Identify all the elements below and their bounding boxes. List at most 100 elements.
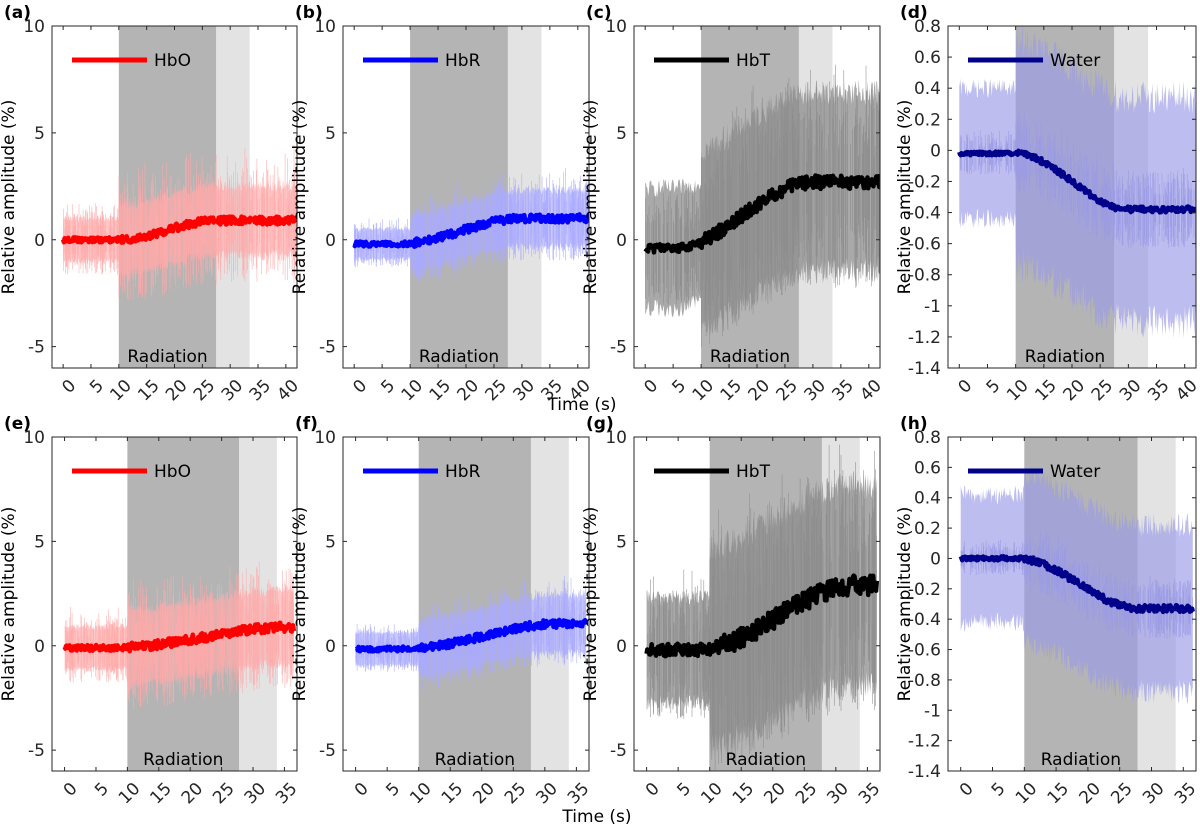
x-tick-label: 30: [823, 779, 852, 808]
panel-label: (c): [586, 3, 612, 23]
x-tick-label: 5: [673, 779, 695, 801]
series-line-water: [957, 148, 1196, 215]
x-tick-label: 0: [60, 779, 82, 801]
x-tick-label: 10: [406, 779, 435, 808]
y-tick-label: -5: [610, 338, 627, 358]
x-tick-label: 25: [190, 376, 219, 405]
series-line-hbt: [644, 573, 880, 659]
x-tick-label: 0: [351, 779, 373, 801]
plot-area: [644, 437, 880, 771]
radiation-label: Radiation: [143, 750, 223, 770]
y-axis-label: Relative amplitude (%): [0, 100, 19, 295]
y-tick-label: 0.6: [914, 458, 941, 478]
legend-label: Water: [1050, 51, 1100, 71]
radiation-label: Radiation: [726, 750, 806, 770]
x-tick-label: 25: [1088, 376, 1117, 405]
series-line-hbr: [354, 617, 589, 654]
series-line-hbt: [643, 173, 880, 255]
y-tick-label: 0.6: [914, 48, 941, 68]
radiation-label: Radiation: [1041, 750, 1121, 770]
x-tick-label: 40: [856, 376, 885, 405]
x-tick-label: 20: [760, 779, 789, 808]
x-tick-label: 5: [988, 779, 1010, 801]
plot-area: [643, 26, 880, 368]
y-tick-label: 0.2: [914, 519, 941, 539]
y-tick-label: -5: [28, 741, 45, 761]
plot-area: [957, 26, 1196, 368]
x-tick-label: 15: [438, 779, 467, 808]
y-tick-label: 5: [325, 124, 336, 144]
x-tick-label: 25: [792, 779, 821, 808]
x-tick-label: 0: [642, 779, 664, 801]
x-tick-label: 20: [1060, 376, 1089, 405]
y-tick-label: -1.4: [908, 359, 941, 379]
x-tick-label: 25: [501, 779, 530, 808]
radiation-label: Radiation: [1025, 347, 1105, 367]
legend-label: HbR: [445, 462, 481, 482]
y-tick-label: -0.6: [908, 641, 941, 661]
axes-box: [947, 436, 1197, 772]
y-axis-label: Relative amplitude (%): [290, 100, 310, 295]
y-tick-label: 0: [325, 637, 336, 657]
y-tick-label: -1: [924, 297, 941, 317]
panel-label: (d): [900, 3, 928, 23]
y-tick-label: 5: [616, 532, 627, 552]
legend-label: HbO: [154, 51, 191, 71]
x-tick-label: 30: [800, 376, 829, 405]
y-tick-label: 0.8: [914, 17, 941, 37]
y-axis-label: Relative amplitude (%): [581, 100, 601, 295]
radiation-label: Radiation: [435, 750, 515, 770]
x-tick-label: 20: [162, 376, 191, 405]
y-axis-label: Relative amplitude (%): [895, 100, 915, 295]
panel-label: (f): [295, 414, 318, 434]
x-tick-label: 25: [773, 376, 802, 405]
y-tick-label: 5: [616, 124, 627, 144]
x-axis-label-bottom: Time (s): [561, 807, 631, 827]
x-tick-label: 20: [178, 779, 207, 808]
y-tick-label: 0: [34, 637, 45, 657]
x-tick-label: 25: [1107, 779, 1136, 808]
x-tick-label: 5: [377, 376, 399, 398]
plot-area: [60, 26, 297, 368]
y-axis-label: Relative amplitude (%): [290, 507, 310, 702]
y-tick-label: 10: [314, 17, 336, 37]
y-axis-label: Relative amplitude (%): [895, 507, 915, 702]
y-tick-label: -0.8: [908, 671, 941, 691]
panel-label: (g): [586, 414, 614, 434]
x-tick-label: 40: [273, 376, 302, 405]
y-tick-label: 5: [34, 532, 45, 552]
radiation-label: Radiation: [127, 347, 207, 367]
x-tick-label: 10: [115, 779, 144, 808]
y-tick-label: -0.6: [908, 235, 941, 255]
y-tick-label: 0: [325, 231, 336, 251]
y-tick-label: -5: [28, 338, 45, 358]
x-tick-label: 20: [745, 376, 774, 405]
x-tick-label: 30: [509, 376, 538, 405]
x-tick-label: 30: [218, 376, 247, 405]
panel-label: (e): [4, 414, 31, 434]
y-tick-label: 0: [616, 637, 627, 657]
x-tick-label: 10: [1003, 376, 1032, 405]
x-tick-label: 30: [1116, 376, 1145, 405]
axes-box: [342, 436, 590, 772]
x-tick-label: 0: [640, 376, 662, 398]
x-tick-label: 0: [954, 376, 976, 398]
x-tick-label: 35: [564, 779, 593, 808]
x-tick-label: 0: [956, 779, 978, 801]
y-tick-label: 0: [34, 231, 45, 251]
series-line-water: [958, 554, 1195, 615]
x-tick-label: 35: [272, 779, 301, 808]
panel-label: (h): [900, 414, 928, 434]
y-tick-label: 0.8: [914, 428, 941, 448]
radiation-label: Radiation: [419, 347, 499, 367]
y-tick-label: 0: [930, 549, 941, 569]
x-tick-label: 40: [1172, 376, 1200, 405]
y-tick-label: 10: [314, 428, 336, 448]
y-tick-label: 0: [930, 141, 941, 161]
panel-d: -1.4 -1.2 -1 -0.8 -0.6 -0.4 -0.2 0 0.2 0.4 0.6 0.8 0…: [895, 3, 1200, 405]
y-tick-label: 0: [616, 231, 627, 251]
x-tick-label: 5: [983, 376, 1005, 398]
